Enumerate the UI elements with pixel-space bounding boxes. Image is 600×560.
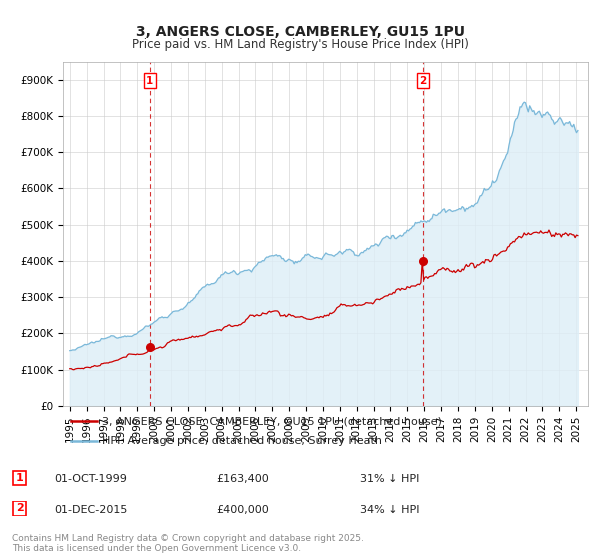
- Text: £163,400: £163,400: [216, 474, 269, 484]
- Text: £400,000: £400,000: [216, 505, 269, 515]
- Text: 3, ANGERS CLOSE, CAMBERLEY, GU15 1PU (detached house): 3, ANGERS CLOSE, CAMBERLEY, GU15 1PU (de…: [103, 417, 442, 426]
- Text: 1: 1: [16, 473, 23, 483]
- FancyBboxPatch shape: [13, 470, 26, 485]
- Text: 01-OCT-1999: 01-OCT-1999: [54, 474, 127, 484]
- Text: 31% ↓ HPI: 31% ↓ HPI: [360, 474, 419, 484]
- Text: 34% ↓ HPI: 34% ↓ HPI: [360, 505, 419, 515]
- Text: HPI: Average price, detached house, Surrey Heath: HPI: Average price, detached house, Surr…: [103, 436, 382, 446]
- Text: Contains HM Land Registry data © Crown copyright and database right 2025.
This d: Contains HM Land Registry data © Crown c…: [12, 534, 364, 553]
- Text: 3, ANGERS CLOSE, CAMBERLEY, GU15 1PU: 3, ANGERS CLOSE, CAMBERLEY, GU15 1PU: [136, 25, 464, 39]
- Text: Price paid vs. HM Land Registry's House Price Index (HPI): Price paid vs. HM Land Registry's House …: [131, 38, 469, 50]
- Text: 1: 1: [146, 76, 154, 86]
- Text: 01-DEC-2015: 01-DEC-2015: [54, 505, 127, 515]
- Text: 2: 2: [16, 503, 23, 514]
- FancyBboxPatch shape: [13, 501, 26, 516]
- Text: 2: 2: [419, 76, 427, 86]
